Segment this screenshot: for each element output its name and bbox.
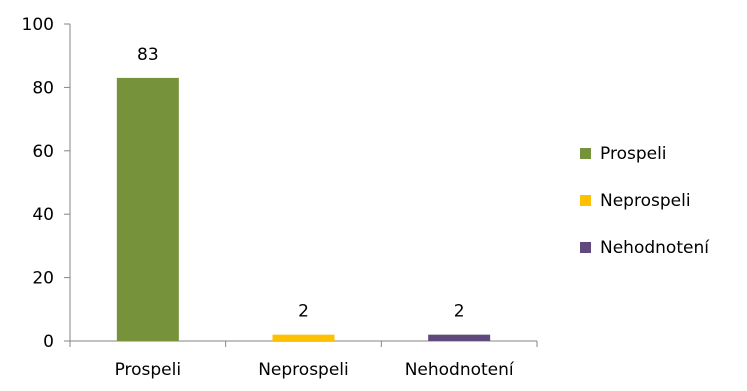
x-category-label: Prospeli — [115, 360, 182, 380]
legend-label: Nehodnotení — [600, 238, 710, 258]
data-label: 83 — [137, 45, 159, 65]
data-label: 2 — [298, 302, 309, 322]
y-tick-label: 80 — [32, 78, 54, 98]
y-tick-label: 0 — [43, 332, 54, 352]
legend-swatch — [580, 195, 591, 206]
bar-1 — [116, 77, 179, 341]
data-label: 2 — [454, 302, 465, 322]
labels: 83 Prospeli 2 Neprospeli 2 Nehodnotení — [115, 45, 515, 380]
y-tick-label: 40 — [32, 205, 54, 225]
y-tick-label: 20 — [32, 269, 54, 289]
bar-2 — [272, 334, 335, 341]
y-tick-label: 60 — [32, 142, 54, 162]
bars — [116, 77, 491, 341]
legend: Prospeli Neprospeli Nehodnotení — [580, 144, 710, 258]
bar-3 — [428, 334, 491, 341]
x-category-label: Nehodnotení — [405, 360, 515, 380]
legend-label: Neprospeli — [600, 191, 691, 211]
y-tick-label: 100 — [22, 15, 54, 35]
legend-label: Prospeli — [600, 144, 667, 164]
legend-swatch — [580, 148, 591, 159]
x-category-label: Neprospeli — [258, 360, 349, 380]
axes: 0 20 40 60 80 100 — [22, 15, 538, 352]
legend-swatch — [580, 242, 591, 253]
